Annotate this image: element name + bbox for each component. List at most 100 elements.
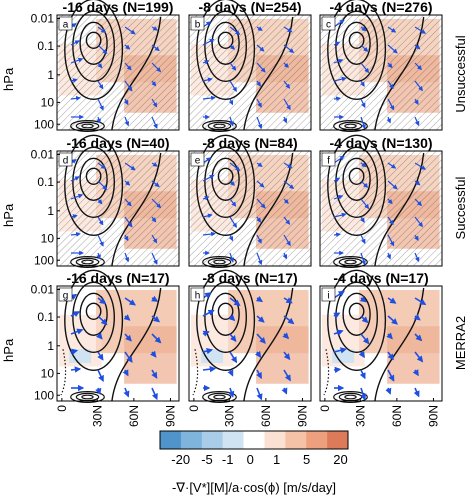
contour-line	[335, 10, 378, 82]
vector-arrow	[97, 26, 106, 34]
vector-arrow	[229, 62, 237, 71]
panel-letter: h	[195, 291, 201, 302]
vector-arrow	[123, 98, 129, 106]
panel-letter-box	[190, 152, 205, 167]
vector-arrow	[151, 198, 162, 209]
vector-arrow	[333, 194, 344, 200]
contour-line	[64, 269, 124, 371]
negative-contour	[192, 349, 199, 396]
vector-arrow	[151, 387, 158, 401]
vector-arrow	[124, 198, 132, 207]
x-tick-label: 30N	[90, 405, 104, 427]
vector-arrow	[360, 98, 366, 109]
panel-d: -16 days (N=40) d 0.01 0.1 1 10 100 hPa	[1, 134, 180, 269]
vector-arrow	[70, 193, 84, 200]
contour-line	[111, 287, 162, 402]
vector-arrow	[202, 77, 213, 83]
vector-arrow	[359, 369, 366, 380]
vector-arrows	[70, 23, 162, 129]
colorbar-swatch	[306, 431, 328, 449]
vector-arrow	[97, 162, 106, 170]
contour-line	[81, 123, 94, 129]
vector-arrow	[151, 333, 162, 344]
vector-arrow	[70, 366, 82, 373]
colorbar-frame	[159, 430, 349, 450]
vector-arrow	[229, 116, 234, 127]
y-tick-label: 0.01	[31, 147, 55, 161]
contour-line	[204, 10, 248, 82]
vector-arrows	[202, 292, 295, 401]
colorbar-tick-label: -5	[201, 452, 213, 467]
panel-letter-box	[58, 287, 73, 302]
vector-arrow	[151, 295, 159, 302]
vector-arrow	[124, 351, 133, 363]
panel-title: -4 days (N=130)	[329, 135, 432, 151]
x-tick-label: 90N	[426, 405, 440, 427]
panel-frame	[319, 14, 443, 131]
vector-arrow	[360, 80, 365, 87]
vector-arrow	[387, 44, 398, 54]
vector-arrow	[414, 62, 423, 71]
row-label-unsuccessful: Unsuccessful	[453, 35, 468, 112]
vector-arrow	[256, 369, 262, 380]
vector-arrow	[283, 216, 291, 225]
vector-arrow	[228, 98, 234, 106]
vector-arrow	[333, 232, 341, 238]
vector-arrow	[124, 180, 131, 186]
vector-arrow	[387, 369, 395, 382]
x-tick-label: 60N	[259, 405, 273, 427]
vector-arrow	[283, 198, 289, 204]
vector-arrow	[412, 369, 419, 377]
vector-arrow	[283, 98, 291, 111]
contour-line	[213, 394, 226, 400]
contour-line	[342, 157, 371, 202]
panel-letter-box	[321, 16, 336, 31]
vector-arrow	[360, 62, 370, 74]
panel-frame	[188, 150, 312, 267]
vector-arrow	[360, 216, 365, 223]
vector-arrow	[202, 231, 216, 237]
panel-frame	[319, 150, 443, 267]
vector-arrow	[124, 62, 132, 71]
vector-arrow	[70, 214, 78, 219]
panel-letter-box	[58, 16, 73, 31]
vector-arrow	[229, 297, 241, 307]
colorbar-swatch	[285, 431, 307, 449]
panel-letter: c	[326, 20, 331, 31]
colorbar-tick-label: 20	[333, 452, 347, 467]
vector-arrow	[360, 198, 370, 210]
contour-line	[72, 146, 115, 219]
contour-line	[217, 167, 234, 186]
vector-arrow	[283, 162, 293, 169]
contour-line	[243, 287, 294, 402]
vector-arrow	[70, 78, 78, 83]
vector-arrow	[202, 365, 217, 373]
vector-arrow	[360, 180, 369, 188]
vector-arrow	[229, 162, 241, 171]
contour-line	[204, 281, 248, 353]
vector-arrow	[283, 351, 291, 361]
vector-arrow	[414, 162, 427, 170]
contour-line	[333, 119, 368, 132]
vector-arrow	[122, 369, 129, 377]
significance-hatching	[320, 151, 442, 266]
contour-line	[243, 16, 294, 131]
vector-arrow	[97, 369, 104, 383]
y-tick-label: 0.1	[37, 39, 54, 53]
vector-arrow	[414, 98, 419, 105]
vector-arrow	[228, 387, 235, 398]
vector-arrow	[333, 329, 344, 336]
vector-arrow	[386, 332, 393, 340]
colorbar-swatch	[222, 431, 244, 449]
vector-arrow	[282, 332, 290, 340]
significance-hatching	[320, 15, 442, 130]
vector-arrow	[414, 252, 420, 263]
y-tick-label: 0.01	[31, 282, 55, 296]
x-tick-label: 90N	[295, 405, 309, 427]
vector-arrow	[202, 59, 210, 65]
vector-arrows	[202, 21, 295, 130]
contour-line	[374, 152, 425, 267]
contour-line	[72, 281, 115, 353]
vector-arrow	[333, 290, 345, 299]
contour-line	[70, 256, 105, 269]
